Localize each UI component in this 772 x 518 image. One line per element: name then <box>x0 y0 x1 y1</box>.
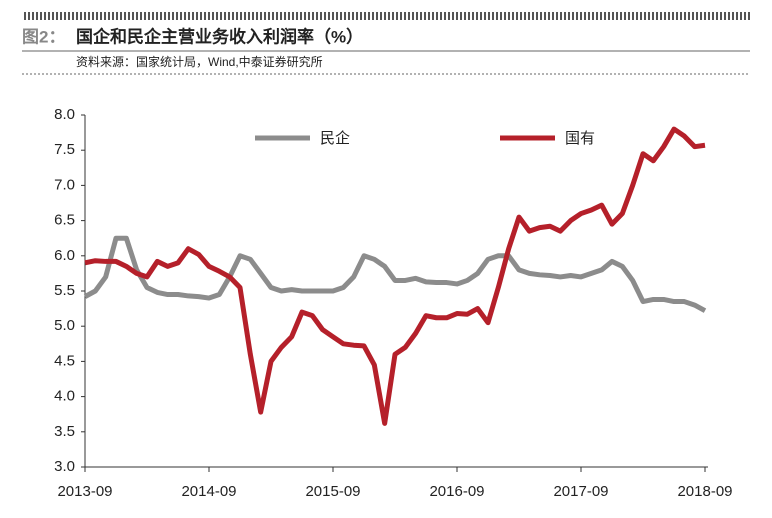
y-tick-label: 4.5 <box>54 352 75 369</box>
x-tick-label: 2015-09 <box>305 483 360 500</box>
y-tick-label: 3.5 <box>54 423 75 440</box>
data-line <box>84 126 706 426</box>
legend-label: 民企 <box>320 129 350 147</box>
y-tick-label: 7.0 <box>54 176 75 193</box>
x-tick-label: 2018-09 <box>677 483 732 500</box>
legend-label: 国有 <box>565 130 595 147</box>
x-tick-label: 2016-09 <box>429 483 484 500</box>
data-line <box>83 235 707 313</box>
y-tick-label: 5.5 <box>54 282 75 299</box>
chart-title: 国企和民企主营业务收入利润率（%） <box>76 26 363 46</box>
header-bar <box>22 12 750 20</box>
y-tick-label: 6.5 <box>54 212 75 229</box>
x-tick-label: 2017-09 <box>553 483 608 500</box>
y-tick-label: 3.0 <box>54 458 75 475</box>
subtitle: 资料来源：国家统计局，Wind,中泰证券研究所 <box>76 54 323 69</box>
figure-label: 图2： <box>22 27 65 46</box>
y-tick-label: 7.5 <box>54 141 75 158</box>
y-tick-label: 4.0 <box>54 388 75 405</box>
x-tick-label: 2014-09 <box>181 483 236 500</box>
x-tick-label: 2013-09 <box>57 483 112 500</box>
y-tick-label: 6.0 <box>54 247 75 264</box>
y-tick-label: 8.0 <box>54 106 75 123</box>
y-tick-label: 5.0 <box>54 317 75 334</box>
